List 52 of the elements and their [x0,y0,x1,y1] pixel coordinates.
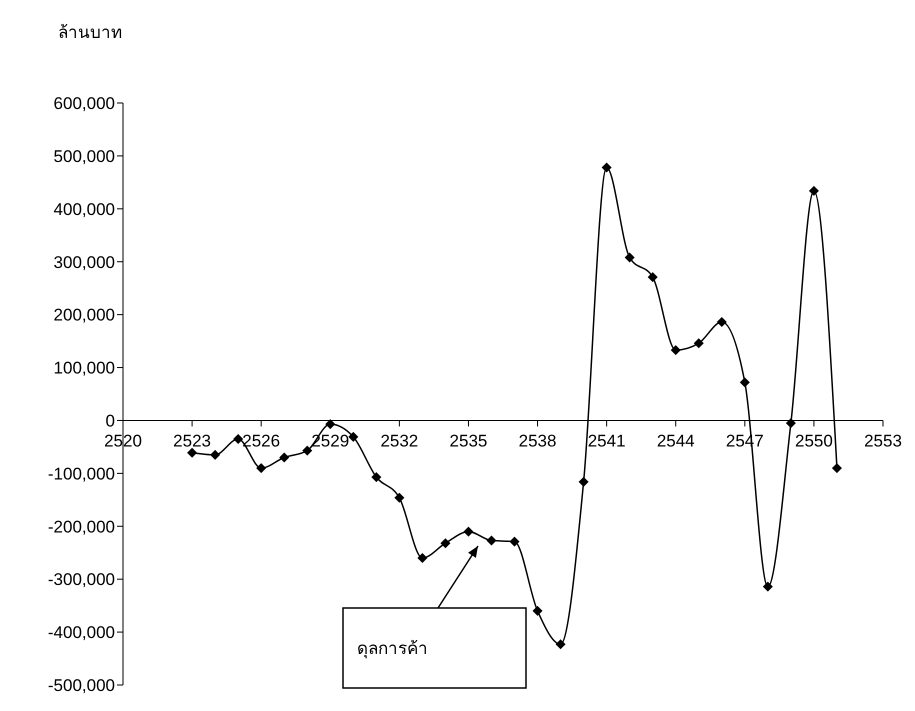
y-tick-label: 100,000 [54,358,115,378]
point [648,272,658,282]
point [486,536,496,546]
point [556,639,566,650]
point [417,553,428,564]
point [187,448,198,458]
y-tick-label: -300,000 [48,570,115,590]
point [210,450,220,460]
point [808,186,819,196]
point [786,418,796,428]
y-tick-label: 400,000 [54,200,115,219]
point [762,582,773,592]
point [371,472,382,482]
x-tick-label: 2538 [518,431,556,450]
point [624,252,635,262]
point [832,463,842,474]
x-tick-label: 2550 [794,431,833,450]
point [348,432,358,442]
point [602,162,612,173]
x-tick-label: 2523 [173,431,212,450]
point [325,419,336,430]
point [302,446,312,456]
point [532,606,543,616]
point [510,536,520,547]
point [394,492,404,503]
point [440,538,450,548]
x-tick-label: 2541 [588,431,626,450]
point [233,434,244,444]
point [256,463,266,474]
annotation: ดุลการค้า [357,639,428,659]
y-tick-label: 200,000 [54,306,115,325]
point [694,338,704,348]
x-tick-label: 2544 [656,431,695,450]
y-tick-label: 300,000 [54,252,115,272]
point [670,345,681,356]
point [716,317,727,328]
x-tick-label: 2553 [864,431,902,450]
x-tick-label: 2526 [242,431,280,450]
point [463,526,474,537]
x-tick-label: 2532 [380,431,418,450]
point [279,452,290,462]
y-tick-label: 0 [106,411,115,430]
y-tick-label: 500,000 [54,146,115,166]
y-tick-label: -500,000 [48,676,115,696]
y-axis-title: ล้านบาท [58,22,122,44]
x-tick-label: 2535 [450,431,488,450]
y-tick-label: -400,000 [48,623,115,642]
point [578,476,589,487]
y-tick-label: 600,000 [54,94,115,114]
point [740,377,750,388]
y-tick-label: -200,000 [48,517,115,536]
y-tick-label: -100,000 [48,464,115,484]
